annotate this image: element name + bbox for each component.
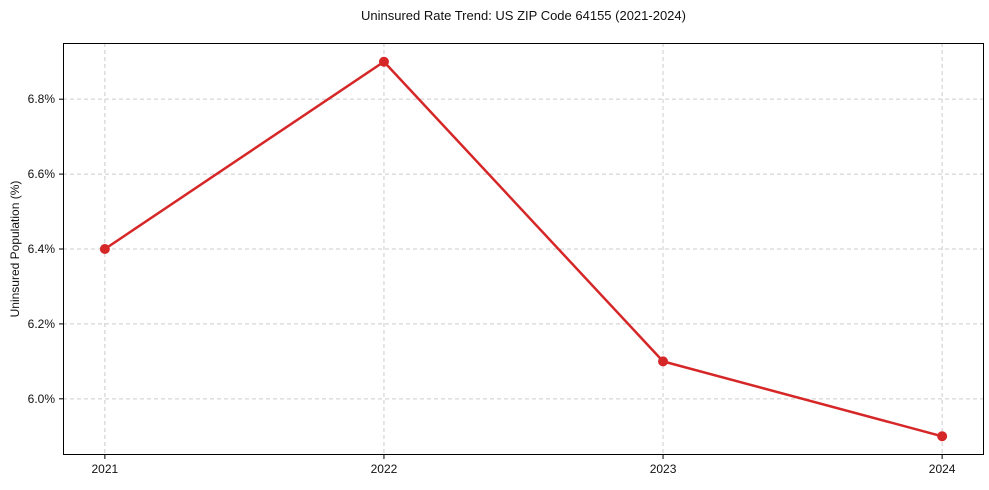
- data-point-2021: [99, 244, 110, 254]
- data-point-2023: [658, 356, 669, 367]
- y-tick-label: 6.6%: [28, 167, 56, 181]
- x-tick-label: 2024: [929, 462, 956, 476]
- series-line: [103, 60, 944, 438]
- plot-frame: [63, 43, 984, 455]
- chart-title: Uninsured Rate Trend: US ZIP Code 64155 …: [361, 8, 686, 23]
- x-tick-label: 2022: [371, 462, 398, 476]
- y-tick-label: 6.2%: [28, 317, 56, 331]
- x-tick-label: 2023: [650, 462, 677, 476]
- x-tick-label: 2021: [92, 462, 119, 476]
- y-tick-label: 6.0%: [28, 392, 56, 406]
- y-tick-label: 6.4%: [28, 242, 56, 256]
- y-tick-label: 6.8%: [28, 92, 56, 106]
- data-point-2022: [378, 56, 389, 67]
- data-point-2024: [937, 431, 948, 442]
